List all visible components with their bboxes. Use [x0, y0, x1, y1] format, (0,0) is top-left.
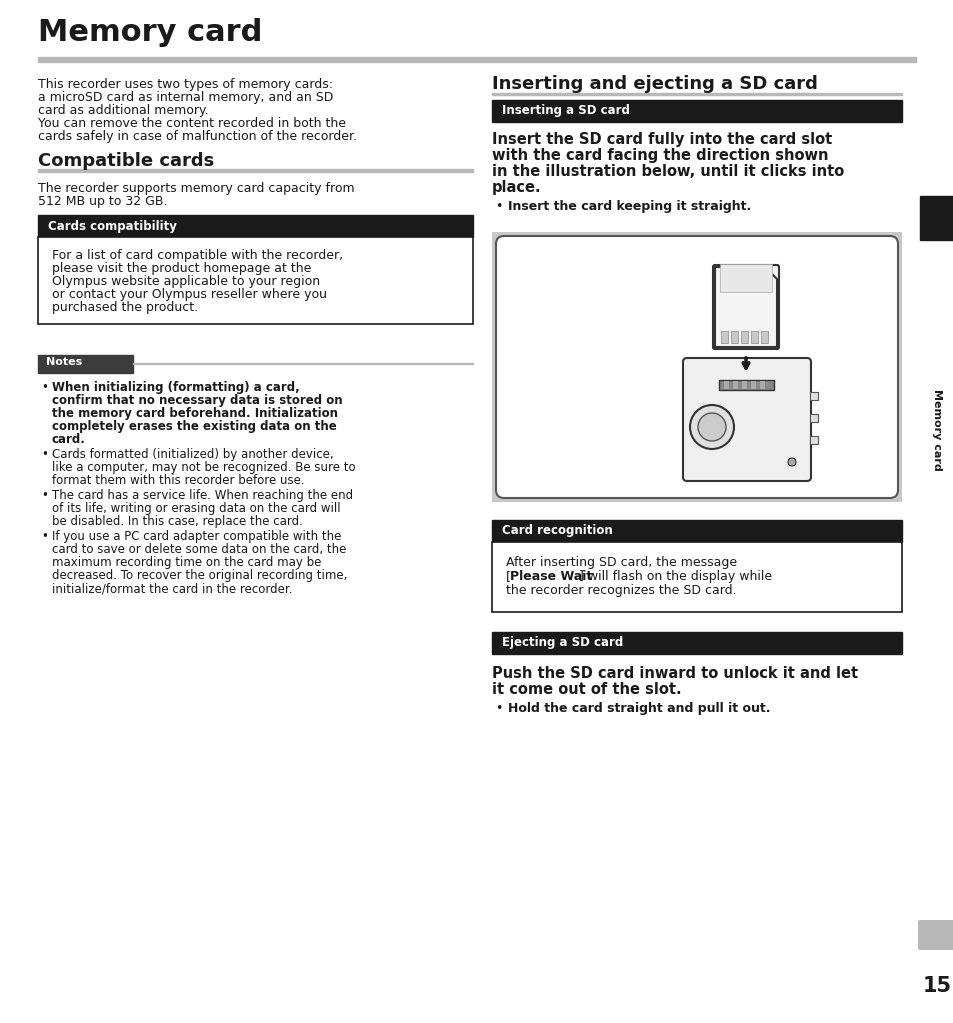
Bar	[720, 331, 727, 343]
Text: You can remove the content recorded in both the: You can remove the content recorded in b…	[38, 117, 346, 130]
Bar	[492, 520, 901, 542]
Text: place.: place.	[492, 180, 541, 195]
Bar	[38, 237, 473, 324]
Circle shape	[787, 458, 795, 466]
Polygon shape	[714, 267, 776, 347]
Text: This recorder uses two types of memory cards:: This recorder uses two types of memory c…	[38, 78, 333, 91]
Text: When initializing (formatting) a card,: When initializing (formatting) a card,	[52, 381, 299, 394]
Text: Memory card: Memory card	[38, 18, 262, 47]
Bar	[809, 414, 817, 422]
Text: it come out of the slot.: it come out of the slot.	[492, 682, 680, 697]
Text: •: •	[495, 702, 502, 715]
Text: •: •	[41, 530, 48, 543]
Bar	[492, 542, 901, 612]
Text: card to save or delete some data on the card, the: card to save or delete some data on the …	[52, 543, 346, 555]
Bar	[38, 169, 473, 172]
Text: •: •	[41, 489, 48, 502]
Bar	[919, 196, 953, 240]
Text: 1: 1	[927, 218, 944, 242]
Text: Cards formatted (initialized) by another device,: Cards formatted (initialized) by another…	[52, 448, 334, 461]
Bar	[760, 381, 764, 389]
Bar	[723, 381, 728, 389]
Bar	[492, 93, 901, 95]
Text: purchased the product.: purchased the product.	[52, 301, 198, 314]
Circle shape	[689, 405, 733, 449]
Text: initialize/format the card in the recorder.: initialize/format the card in the record…	[52, 582, 293, 595]
Text: confirm that no necessary data is stored on: confirm that no necessary data is stored…	[52, 394, 342, 407]
Text: cards safely in case of malfunction of the recorder.: cards safely in case of malfunction of t…	[38, 130, 356, 143]
Bar	[38, 57, 915, 62]
Text: EN: EN	[927, 935, 944, 945]
Bar	[492, 632, 901, 654]
FancyBboxPatch shape	[682, 358, 810, 481]
Text: •: •	[495, 201, 502, 213]
FancyBboxPatch shape	[496, 236, 897, 498]
Bar	[38, 355, 132, 373]
Text: maximum recording time on the card may be: maximum recording time on the card may b…	[52, 555, 321, 569]
Text: Memory card: Memory card	[931, 389, 941, 471]
Text: Insert the card keeping it straight.: Insert the card keeping it straight.	[507, 201, 750, 213]
Bar	[730, 331, 738, 343]
Text: please visit the product homepage at the: please visit the product homepage at the	[52, 262, 311, 275]
Bar	[719, 380, 773, 390]
Text: 15: 15	[922, 976, 950, 996]
Bar	[750, 331, 758, 343]
Text: format them with this recorder before use.: format them with this recorder before us…	[52, 474, 304, 487]
Text: ] will flash on the display while: ] will flash on the display while	[578, 570, 771, 583]
Bar	[720, 264, 771, 292]
Text: Hold the card straight and pull it out.: Hold the card straight and pull it out.	[507, 702, 770, 715]
Text: the memory card beforehand. Initialization: the memory card beforehand. Initializati…	[52, 407, 337, 420]
Text: card.: card.	[52, 433, 86, 446]
FancyBboxPatch shape	[917, 920, 953, 950]
Bar	[732, 381, 738, 389]
Bar	[492, 100, 901, 122]
Text: •: •	[41, 381, 48, 394]
Bar	[809, 392, 817, 400]
Text: The card has a service life. When reaching the end: The card has a service life. When reachi…	[52, 489, 353, 502]
Text: Compatible cards: Compatible cards	[38, 152, 214, 170]
Text: a microSD card as internal memory, and an SD: a microSD card as internal memory, and a…	[38, 91, 333, 104]
Text: like a computer, may not be recognized. Be sure to: like a computer, may not be recognized. …	[52, 461, 355, 474]
Bar	[760, 331, 767, 343]
Circle shape	[698, 413, 725, 441]
Text: Olympus website applicable to your region: Olympus website applicable to your regio…	[52, 275, 320, 288]
Text: The recorder supports memory card capacity from: The recorder supports memory card capaci…	[38, 182, 355, 195]
Bar	[38, 215, 473, 237]
Text: decreased. To recover the original recording time,: decreased. To recover the original recor…	[52, 569, 347, 582]
Text: or contact your Olympus reseller where you: or contact your Olympus reseller where y…	[52, 288, 327, 301]
Bar	[492, 232, 901, 502]
Text: of its life, writing or erasing data on the card will: of its life, writing or erasing data on …	[52, 502, 340, 515]
Bar	[750, 381, 755, 389]
Text: •: •	[41, 448, 48, 461]
Text: in the illustration below, until it clicks into: in the illustration below, until it clic…	[492, 164, 843, 179]
FancyBboxPatch shape	[712, 265, 779, 349]
Text: with the card facing the direction shown: with the card facing the direction shown	[492, 148, 827, 163]
Bar	[132, 362, 473, 364]
Text: If you use a PC card adapter compatible with the: If you use a PC card adapter compatible …	[52, 530, 341, 543]
Text: card as additional memory.: card as additional memory.	[38, 104, 209, 117]
Text: be disabled. In this case, replace the card.: be disabled. In this case, replace the c…	[52, 515, 302, 528]
Text: 512 MB up to 32 GB.: 512 MB up to 32 GB.	[38, 195, 168, 208]
Text: Cards compatibility: Cards compatibility	[48, 220, 176, 233]
Text: [: [	[505, 570, 511, 583]
Text: Card recognition: Card recognition	[501, 524, 612, 537]
Text: For a list of card compatible with the recorder,: For a list of card compatible with the r…	[52, 249, 343, 262]
Text: Ejecting a SD card: Ejecting a SD card	[501, 636, 622, 649]
Text: Notes: Notes	[46, 357, 82, 367]
Bar	[741, 381, 746, 389]
Text: Inserting a SD card: Inserting a SD card	[501, 104, 629, 117]
Text: Insert the SD card fully into the card slot: Insert the SD card fully into the card s…	[492, 132, 831, 147]
Text: After inserting SD card, the message: After inserting SD card, the message	[505, 555, 737, 569]
Text: Inserting and ejecting a SD card: Inserting and ejecting a SD card	[492, 75, 817, 93]
Text: Please Wait: Please Wait	[510, 570, 592, 583]
Text: completely erases the existing data on the: completely erases the existing data on t…	[52, 420, 336, 433]
Bar	[809, 436, 817, 444]
Text: the recorder recognizes the SD card.: the recorder recognizes the SD card.	[505, 584, 736, 597]
Text: Push the SD card inward to unlock it and let: Push the SD card inward to unlock it and…	[492, 666, 858, 681]
Bar	[740, 331, 747, 343]
